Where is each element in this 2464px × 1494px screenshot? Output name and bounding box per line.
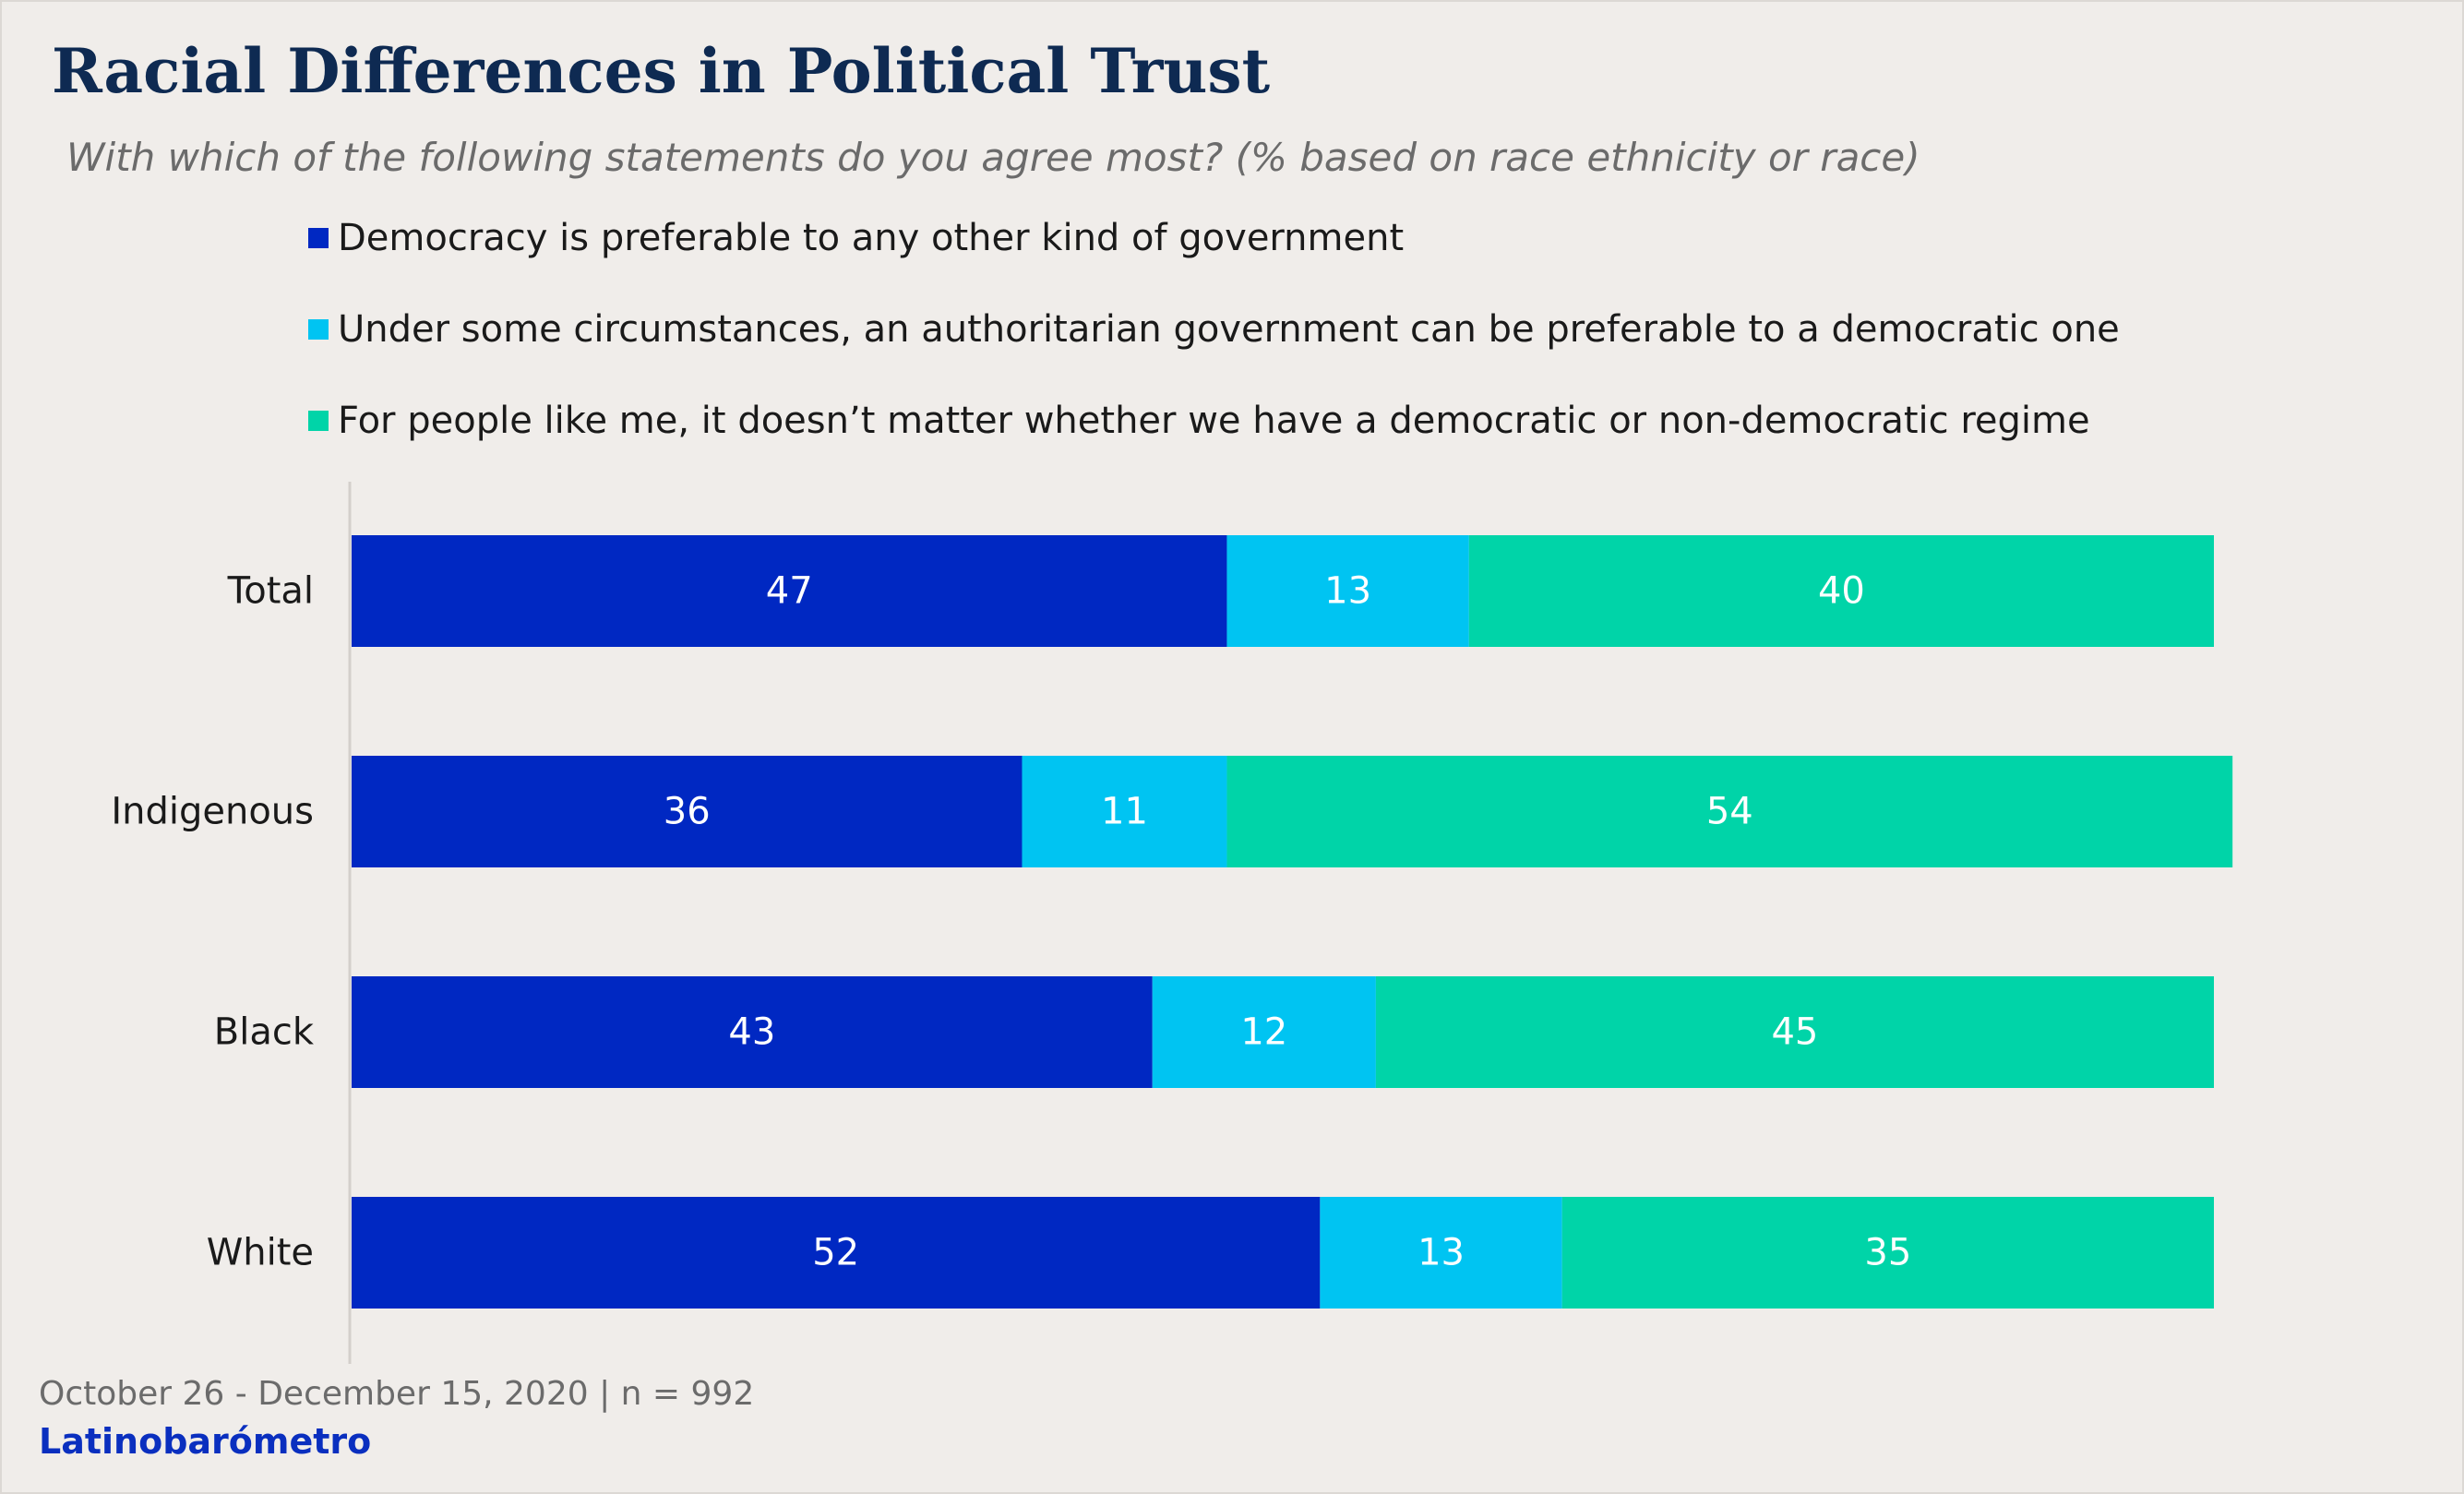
- legend-label-authoritarian: Under some circumstances, an authoritari…: [338, 308, 2120, 351]
- legend: Democracy is preferable to any other kin…: [308, 214, 2120, 488]
- legend-swatch-authoritarian: [308, 319, 329, 340]
- legend-swatch-democracy: [308, 228, 329, 248]
- legend-item-doesnt-matter: For people like me, it doesn’t matter wh…: [308, 397, 2120, 445]
- chart-subtitle: With which of the following statements d…: [66, 135, 1920, 180]
- chart-title: Racial Differences in Political Trust: [52, 35, 1271, 107]
- footer-date-range: October 26 - December 15, 2020 | n = 992: [39, 1375, 755, 1413]
- legend-swatch-doesnt-matter: [308, 411, 329, 431]
- legend-item-democracy: Democracy is preferable to any other kin…: [308, 214, 2120, 262]
- footer-source: Latinobarómetro: [39, 1421, 372, 1462]
- legend-label-democracy: Democracy is preferable to any other kin…: [338, 217, 1405, 259]
- legend-item-authoritarian: Under some circumstances, an authoritari…: [308, 305, 2120, 353]
- legend-label-doesnt-matter: For people like me, it doesn’t matter wh…: [338, 400, 2090, 442]
